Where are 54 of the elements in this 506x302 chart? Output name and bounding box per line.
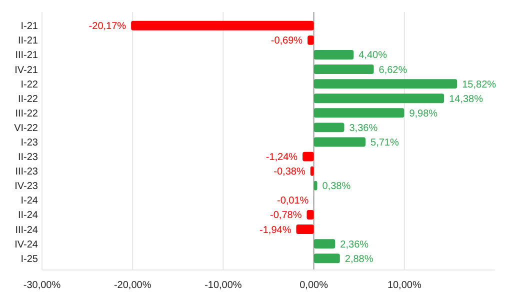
bar (314, 64, 374, 74)
y-tick-label: II-23 (18, 152, 38, 164)
bar (314, 137, 366, 147)
data-label: -1,24% (266, 152, 298, 164)
y-tick-label: II-22 (18, 94, 38, 105)
y-tick-label: III-23 (15, 166, 38, 178)
y-tick-label: I-23 (20, 138, 38, 148)
x-tick-label: -10,00% (204, 280, 242, 291)
bar (314, 50, 354, 60)
y-tick-label: III-21 (15, 50, 38, 62)
x-tick-label: -20,00% (114, 280, 152, 291)
x-tick-label: 0,00% (300, 280, 328, 291)
bar (310, 166, 314, 176)
data-label: 2,36% (340, 239, 369, 250)
y-tick-label: I-24 (20, 196, 38, 207)
y-tick-label: I-21 (20, 21, 38, 32)
bar (314, 79, 458, 89)
x-tick-label: -30,00% (23, 280, 61, 291)
data-label: 9,98% (409, 108, 438, 120)
bar (308, 35, 314, 45)
data-label: -0,69% (270, 36, 303, 47)
y-tick-label: III-24 (15, 224, 38, 236)
y-tick-label: I-22 (20, 79, 38, 90)
y-tick-label: IV-21 (14, 64, 38, 76)
data-label: -0,38% (274, 166, 306, 178)
bar (306, 210, 314, 220)
bar (314, 94, 444, 104)
data-label: 14,38% (449, 94, 484, 105)
bar (314, 254, 340, 264)
data-label: 5,71% (370, 138, 399, 148)
y-tick-label: VI-22 (14, 122, 38, 134)
data-label: -0,78% (270, 210, 302, 222)
y-tick-label: I-25 (20, 254, 38, 265)
bar (314, 122, 344, 132)
data-label: 0,38% (322, 181, 351, 192)
y-tick-label: III-22 (15, 108, 38, 120)
data-label: 6,62% (378, 64, 408, 76)
bar (302, 152, 314, 162)
data-label: -20,17% (88, 21, 126, 32)
bar (314, 108, 404, 118)
bar (314, 239, 336, 249)
y-tick-label: IV-23 (14, 181, 38, 192)
data-label: 15,82% (462, 79, 496, 90)
data-label: 4,40% (358, 50, 388, 62)
bar (296, 224, 314, 234)
data-label: 2,88% (344, 254, 374, 265)
y-tick-label: IV-24 (14, 239, 38, 250)
bar (131, 20, 314, 30)
x-tick-label: 10,00% (387, 280, 422, 291)
data-label: -1,94% (260, 224, 292, 236)
y-tick-label: II-21 (18, 36, 38, 47)
y-tick-label: II-24 (18, 210, 38, 222)
data-label: -0,01% (277, 196, 309, 207)
data-label: 3,36% (349, 122, 378, 134)
